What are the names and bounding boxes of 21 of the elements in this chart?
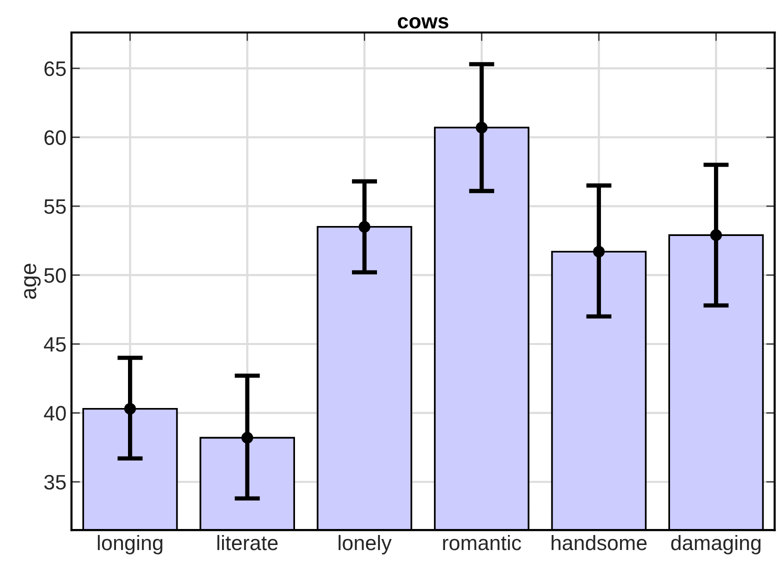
- y-axis-title: age: [24, 264, 41, 299]
- point: [124, 402, 136, 415]
- y-tick-label: 35: [44, 474, 66, 490]
- x-tick-label: lonely: [338, 534, 392, 554]
- chart-title: cows: [398, 17, 448, 29]
- y-tick-label: 55: [44, 199, 66, 214]
- x-tick-label: damaging: [671, 534, 760, 554]
- point: [241, 432, 254, 444]
- x-tick-label: literate: [217, 534, 278, 550]
- x-tick-label: handsome: [552, 534, 647, 550]
- point: [710, 229, 722, 241]
- y-tick-label: 65: [44, 61, 66, 76]
- point: [358, 221, 370, 233]
- y-tick-label: 60: [44, 130, 66, 146]
- point: [593, 246, 605, 258]
- y-tick-label: 50: [44, 268, 66, 283]
- point: [476, 122, 488, 134]
- y-tick-label: 45: [44, 337, 66, 352]
- x-tick-label: longing: [98, 534, 162, 554]
- x-tick-label: romantic: [443, 534, 522, 550]
- y-tick-label: 40: [44, 406, 66, 421]
